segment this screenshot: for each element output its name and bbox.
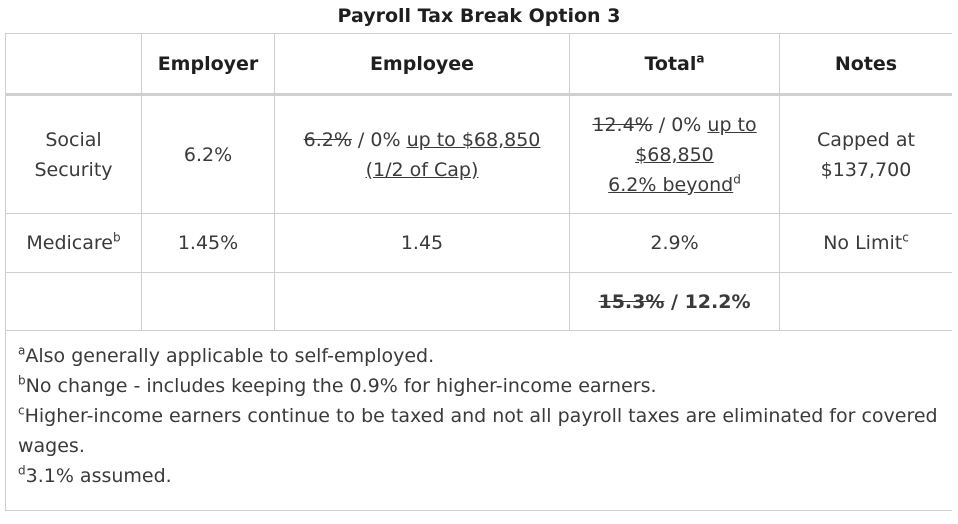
payroll-tax-table: Employer Employee Totala Notes Social Sec…	[5, 33, 953, 511]
footnote-marker: c	[18, 403, 25, 418]
underlined-value: $68,850	[635, 143, 714, 166]
underlined-value: up to	[707, 113, 757, 136]
footnote-text: 3.1% assumed.	[25, 465, 172, 487]
label-text: Medicare	[26, 232, 113, 254]
footnote: aAlso generally applicable to self-emplo…	[18, 341, 940, 371]
total-value: / 12.2%	[664, 290, 751, 313]
header-empty-cell	[5, 33, 142, 96]
empty-cell	[779, 272, 953, 331]
underlined-value: (1/2 of Cap)	[365, 158, 479, 181]
empty-cell	[141, 272, 275, 331]
separator: / 0%	[652, 113, 708, 136]
cell-employee: 6.2% / 0% up to $68,850 (1/2 of Cap)	[274, 94, 570, 214]
struck-value: 15.3%	[598, 290, 665, 313]
notes-line: Capped at	[817, 128, 915, 151]
header-row: Employer Employee Totala Notes	[5, 33, 953, 96]
header-total-label: Total	[644, 52, 697, 75]
footnote-marker: d	[18, 463, 26, 478]
header-employer: Employer	[141, 33, 275, 96]
empty-cell	[274, 272, 570, 331]
footnote-marker: c	[902, 230, 909, 245]
notes-text: No Limit	[823, 232, 903, 254]
cell-notes: Capped at $137,700	[779, 94, 953, 214]
footnote: d3.1% assumed.	[18, 461, 940, 491]
table-row: 15.3% / 12.2%	[5, 272, 953, 331]
table-title: Payroll Tax Break Option 3	[337, 5, 621, 27]
footnote-text: Also generally applicable to self-employ…	[25, 345, 435, 367]
struck-value: 12.4%	[592, 113, 653, 136]
header-total: Totala	[569, 33, 780, 96]
cell-employee: 1.45	[274, 213, 570, 273]
header-employee: Employee	[274, 33, 570, 96]
underlined-value: up to $68,850	[406, 128, 541, 151]
cell-total: 12.4% / 0% up to $68,850 6.2% beyondd	[569, 94, 780, 214]
struck-value: 6.2%	[303, 128, 352, 151]
empty-cell	[5, 272, 142, 331]
cell-notes: No Limitc	[779, 213, 953, 273]
row-label-social-security: Social Security	[5, 94, 142, 214]
footnote-marker: a	[696, 51, 705, 66]
label-line: Social	[45, 128, 102, 151]
footnote-text: Higher-income earners continue to be tax…	[18, 405, 938, 457]
footnote-marker: d	[733, 172, 741, 187]
table-row: Medicareb 1.45% 1.45 2.9% No Limitc	[5, 213, 953, 273]
footnote-marker: a	[18, 343, 26, 358]
cell-grand-total: 15.3% / 12.2%	[569, 272, 780, 331]
footnotes-row: aAlso generally applicable to self-emplo…	[5, 330, 953, 511]
footnote: bNo change - includes keeping the 0.9% f…	[18, 371, 940, 401]
cell-employer: 6.2%	[141, 94, 275, 214]
footnote-text: No change - includes keeping the 0.9% fo…	[25, 375, 657, 397]
label-line: Security	[34, 158, 113, 181]
underlined-value: 6.2% beyond	[608, 173, 734, 196]
header-notes: Notes	[779, 33, 953, 96]
footnotes-cell: aAlso generally applicable to self-emplo…	[5, 330, 953, 511]
separator: / 0%	[351, 128, 407, 151]
footnote-marker: b	[18, 373, 26, 388]
table-row: Social Security 6.2% 6.2% / 0% up to $68,…	[5, 94, 953, 214]
footnote: cHigher-income earners continue to be ta…	[18, 401, 940, 461]
cell-total: 2.9%	[569, 213, 780, 273]
row-label-medicare: Medicareb	[5, 213, 142, 273]
notes-line: $137,700	[820, 158, 912, 181]
footnote-marker: b	[112, 230, 121, 245]
cell-employer: 1.45%	[141, 213, 275, 273]
page-edge	[952, 0, 958, 524]
